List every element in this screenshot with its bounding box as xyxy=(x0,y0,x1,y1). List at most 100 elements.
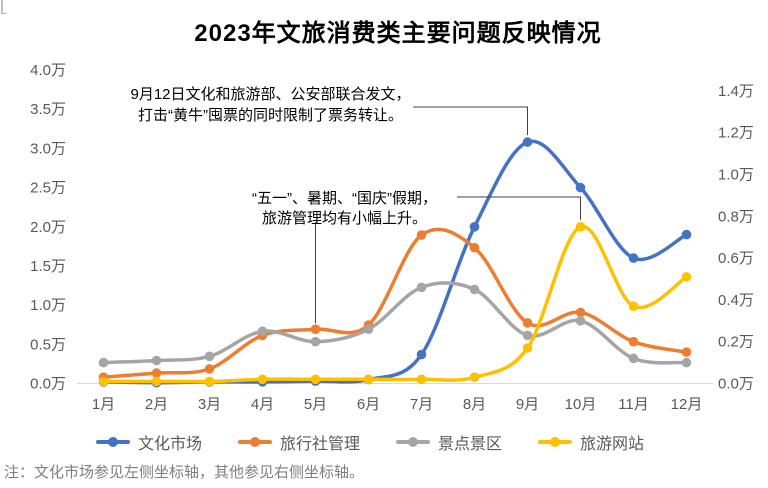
x-axis-month-label: 6月 xyxy=(357,396,380,413)
series-point-1 xyxy=(151,368,162,378)
series-point-2 xyxy=(98,357,109,368)
series-point-2 xyxy=(469,284,480,295)
legend-label: 旅游网站 xyxy=(580,436,645,453)
left-axis-tick: 3.0万 xyxy=(30,140,66,157)
legend-label: 旅行社管理 xyxy=(279,436,360,453)
legend-marker-dot xyxy=(408,437,418,447)
series-point-0 xyxy=(575,182,586,193)
series-point-3 xyxy=(522,343,533,353)
series-point-2 xyxy=(628,353,639,364)
series-point-2 xyxy=(575,316,586,326)
series-point-0 xyxy=(416,349,427,360)
annotation-leader-line xyxy=(413,106,528,136)
series-line-2 xyxy=(101,281,689,365)
legend-line-marker-icon xyxy=(95,437,130,448)
left-axis-tick: 2.0万 xyxy=(30,219,66,236)
series-point-3 xyxy=(575,222,586,232)
right-axis-tick: 1.2万 xyxy=(718,125,754,142)
corner-artifact xyxy=(1,0,7,14)
series-point-3 xyxy=(310,374,321,385)
left-axis-tick: 3.5万 xyxy=(30,101,66,118)
legend-item-3[interactable]: 旅游网站 xyxy=(538,430,644,454)
x-axis-month-label: 3月 xyxy=(198,396,221,413)
x-axis-month-label: 9月 xyxy=(516,396,539,413)
legend: 文化市场 旅行社管理 景点景区 旅游网站 xyxy=(0,429,754,455)
left-axis-tick: 1.5万 xyxy=(30,258,66,275)
legend-item-2[interactable]: 景点景区 xyxy=(396,430,502,454)
series-point-2 xyxy=(257,326,268,337)
series-point-2 xyxy=(522,330,533,341)
x-axis-month-label: 1月 xyxy=(92,396,115,413)
legend-line-marker-icon xyxy=(237,437,272,448)
footnote: 注：文化市场参见左侧坐标轴，其他参见右侧坐标轴。 xyxy=(4,464,365,481)
x-axis-month-label: 12月 xyxy=(671,396,703,413)
x-axis-month-label: 11月 xyxy=(618,396,649,413)
series-point-3 xyxy=(204,376,215,387)
x-axis-month-label: 4月 xyxy=(251,396,274,413)
series-point-1 xyxy=(469,242,480,253)
legend-item-1[interactable]: 旅行社管理 xyxy=(237,430,360,454)
legend-label: 文化市场 xyxy=(137,436,202,453)
series-point-2 xyxy=(681,357,692,368)
right-axis-tick: 0.8万 xyxy=(718,208,754,225)
x-axis-month-label: 2月 xyxy=(145,396,168,413)
series-point-0 xyxy=(522,137,533,147)
series-point-0 xyxy=(628,253,639,263)
series-point-3 xyxy=(363,374,374,385)
series-point-3 xyxy=(681,272,692,282)
series-point-3 xyxy=(151,376,162,387)
x-axis-month-label: 7月 xyxy=(410,396,433,413)
annotation-text-line: 打击“黄牛”囤票的同时限制了票务转让。 xyxy=(138,107,403,124)
annotation-holiday: “五一”、暑期、“国庆”假期， 旅游管理均有小幅上升。 xyxy=(232,189,457,229)
legend-marker-dot xyxy=(107,437,118,447)
series-point-2 xyxy=(363,324,374,335)
left-axis-tick: 4.0万 xyxy=(30,62,66,79)
annotation-sep-policy: 9月12日文化和旅游部、公安部联合发文， 打击“黄牛”囤票的同时限制了票务转让。 xyxy=(128,84,413,126)
right-axis-tick: 1.4万 xyxy=(718,83,754,100)
right-axis-tick: 0.0万 xyxy=(718,376,754,393)
series-point-1 xyxy=(522,318,533,328)
legend-line-marker-icon xyxy=(396,437,430,448)
series-point-1 xyxy=(416,230,427,240)
right-axis-tick: 0.2万 xyxy=(718,334,754,351)
series-point-1 xyxy=(204,364,215,374)
series-line-1 xyxy=(101,227,689,379)
series-point-3 xyxy=(257,374,268,385)
annotation-text-line: “五一”、暑期、“国庆”假期， xyxy=(252,190,437,207)
series-line-0 xyxy=(101,139,689,385)
legend-item-0[interactable]: 文化市场 xyxy=(95,430,202,454)
annotation-leader-line xyxy=(457,196,581,220)
x-axis-month-label: 5月 xyxy=(304,396,327,413)
legend-label: 景点景区 xyxy=(438,436,503,453)
series-point-3 xyxy=(469,372,480,383)
series-point-1 xyxy=(681,347,692,357)
left-axis-tick: 0.5万 xyxy=(30,336,66,353)
annotation-text-line: 9月12日文化和旅游部、公安部联合发文， xyxy=(130,86,411,103)
series-point-3 xyxy=(98,376,109,387)
series-point-2 xyxy=(151,355,162,366)
annotation-text-line: 旅游管理均有小幅上升。 xyxy=(261,210,427,227)
series-point-1 xyxy=(575,307,586,318)
series-point-2 xyxy=(310,336,321,347)
x-axis-month-label: 8月 xyxy=(463,396,486,413)
legend-marker-dot xyxy=(550,437,561,447)
legend-line-marker-icon xyxy=(538,437,573,448)
series-point-3 xyxy=(416,374,427,385)
series-point-0 xyxy=(681,229,692,240)
chart-title: 2023年文旅消费类主要问题反映情况 xyxy=(194,20,602,47)
legend-marker-dot xyxy=(249,437,260,447)
series-point-0 xyxy=(469,222,480,232)
right-axis-tick: 0.6万 xyxy=(718,250,754,267)
x-axis-month-label: 10月 xyxy=(565,396,597,413)
series-point-3 xyxy=(628,301,639,312)
series-point-1 xyxy=(310,324,321,335)
series-point-2 xyxy=(416,282,427,293)
left-axis-tick: 2.5万 xyxy=(30,180,66,197)
left-axis-tick: 0.0万 xyxy=(30,376,66,393)
left-axis-tick: 1.0万 xyxy=(30,297,66,314)
right-axis-tick: 1.0万 xyxy=(718,167,754,184)
series-point-1 xyxy=(628,336,639,347)
right-axis-tick: 0.4万 xyxy=(718,292,754,309)
